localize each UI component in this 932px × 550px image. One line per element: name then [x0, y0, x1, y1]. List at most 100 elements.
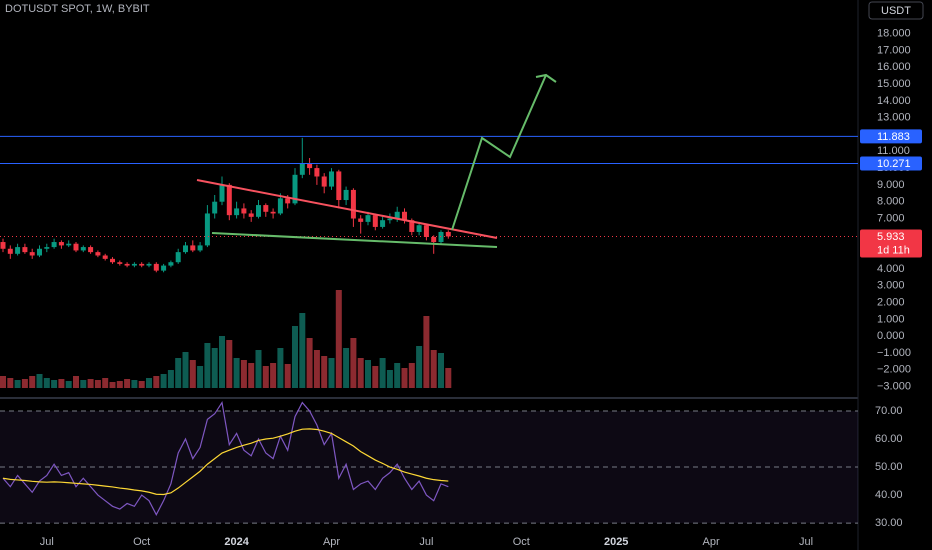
- y-tick-label: 8.000: [877, 196, 905, 208]
- candle-body: [190, 245, 196, 251]
- volume-bar: [51, 380, 58, 388]
- chart-title: DOTUSDT SPOT, 1W, BYBIT: [5, 3, 150, 15]
- volume-bar: [262, 366, 269, 388]
- y-tick-label: 3.000: [877, 280, 905, 292]
- y-tick-label: 1.000: [877, 313, 905, 325]
- volume-bar: [270, 363, 277, 388]
- volume-bar: [438, 353, 444, 388]
- candle-body: [438, 231, 444, 243]
- y2-tick-label: 50.00: [875, 461, 903, 473]
- candle-body: [263, 205, 269, 212]
- candle-body: [117, 262, 123, 264]
- volume-bar: [182, 352, 189, 388]
- price-line-label: 10.271: [877, 158, 911, 170]
- candle-body: [153, 263, 159, 271]
- volume-bar: [335, 290, 342, 388]
- candle-body: [66, 243, 72, 246]
- volume-bar: [292, 326, 298, 388]
- candle-body: [197, 245, 203, 251]
- volume-bar: [36, 374, 43, 388]
- volume-bar: [394, 363, 401, 388]
- drawings: [196, 73, 557, 248]
- candle-body: [124, 263, 130, 266]
- candle-body: [336, 171, 342, 201]
- candle-body: [51, 242, 57, 248]
- candle-body: [204, 213, 210, 246]
- y-tick-label: 17.000: [877, 44, 911, 56]
- volume-bar: [73, 376, 79, 388]
- candle-body: [402, 211, 407, 221]
- candle-body: [350, 189, 356, 219]
- volume-bar: [109, 382, 116, 388]
- y-tick-label: 13.000: [877, 112, 911, 124]
- volume-bar: [445, 368, 452, 388]
- volume-bar: [219, 336, 225, 388]
- candle-body: [423, 225, 429, 237]
- volume-bar: [58, 379, 65, 388]
- candle-body: [387, 218, 393, 221]
- candle-body: [314, 168, 320, 177]
- volume-bar: [153, 376, 160, 388]
- y-tick-label: 15.000: [877, 78, 911, 90]
- volume-bar: [116, 381, 123, 388]
- candle-body: [343, 189, 349, 201]
- candle-body: [95, 252, 101, 256]
- x-tick-label: Oct: [133, 536, 150, 548]
- volume-bar: [43, 378, 50, 388]
- candle-body: [212, 201, 218, 214]
- y2-tick-label: 70.00: [875, 405, 903, 417]
- candle-body: [307, 163, 313, 169]
- volume-bar: [102, 378, 109, 388]
- x-tick-label: Apr: [703, 536, 720, 548]
- volume-bar: [299, 313, 306, 388]
- candle-body: [380, 220, 386, 227]
- y-tick-label: 2.000: [877, 296, 905, 308]
- volume-bar: [7, 378, 14, 388]
- volume-bar: [240, 360, 247, 388]
- candle-body: [58, 242, 64, 246]
- volume-bar: [430, 350, 437, 388]
- candle-body: [329, 171, 334, 187]
- volume-bar: [365, 360, 371, 388]
- candle-body: [73, 243, 79, 251]
- volume-bar: [343, 348, 350, 388]
- volume-bar: [197, 366, 204, 388]
- y-tick-label: −2.000: [877, 364, 911, 376]
- plot-area: [0, 135, 858, 524]
- y-tick-label: 11.000: [877, 145, 910, 157]
- candle-body: [365, 215, 371, 222]
- volume-bar: [146, 378, 152, 388]
- candle-body: [299, 163, 305, 175]
- volume-bar: [248, 363, 255, 388]
- candle-body: [270, 211, 276, 214]
- y-tick-label: 4.000: [877, 263, 905, 275]
- y-tick-label: 14.000: [877, 95, 911, 107]
- volume-bar: [233, 358, 240, 388]
- candle-body: [358, 218, 364, 222]
- last-price-label: 5.933: [877, 231, 905, 243]
- y-tick-label: 9.000: [877, 179, 905, 191]
- x-tick-label: Apr: [323, 536, 340, 548]
- candle-body: [248, 213, 254, 217]
- candle-body: [15, 247, 21, 254]
- currency-box[interactable]: [868, 1, 924, 20]
- support-trendline: [211, 232, 498, 248]
- volume-bar: [321, 356, 328, 388]
- volume-bar: [14, 380, 21, 388]
- last-price-box: [860, 229, 922, 258]
- price-line-label-box: [860, 156, 922, 171]
- volume-bar: [379, 358, 386, 388]
- currency-label[interactable]: USDT: [881, 5, 911, 17]
- resistance-trendline: [196, 179, 498, 239]
- rsi-ma-line: [2, 428, 449, 496]
- volume-bar: [175, 358, 182, 388]
- y-tick-label: 7.000: [877, 212, 905, 224]
- volume-bar: [87, 379, 94, 388]
- x-tick-label: Jul: [799, 536, 813, 548]
- volume-bar: [357, 358, 364, 388]
- candle-body: [292, 174, 298, 204]
- candle-body: [285, 198, 291, 204]
- y-tick-label: 18.000: [877, 28, 911, 40]
- x-tick-label: 2024: [224, 536, 249, 548]
